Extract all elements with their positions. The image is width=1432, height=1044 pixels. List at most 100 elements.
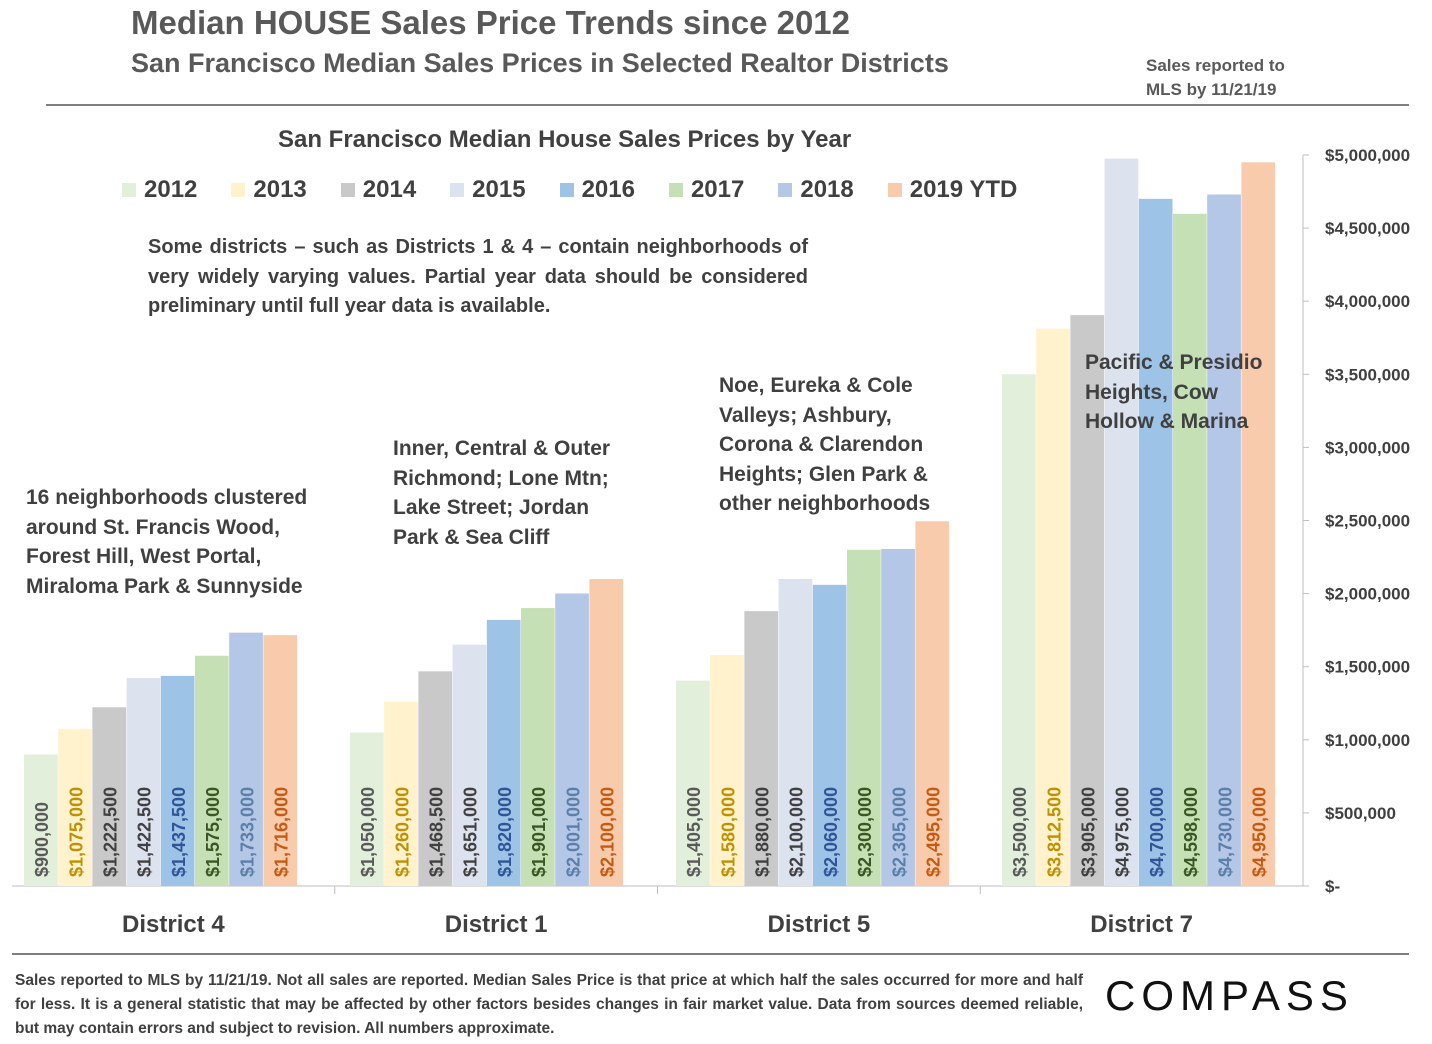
chart-legend: 2012 2013 2014 2015 2016 2017 2018 2019 YTD: [122, 176, 1017, 204]
chart-note: Some districts – such as Districts 1 & 4…: [148, 236, 808, 317]
bar-value-label: $2,300,000: [855, 787, 875, 877]
legend-swatch: [668, 183, 683, 197]
bar-value-label: $1,651,000: [461, 787, 481, 877]
bar-value-label: $4,975,000: [1113, 787, 1133, 877]
bar-value-label: $1,437,500: [169, 787, 189, 877]
bar-value-label: $2,100,000: [787, 787, 807, 877]
bar-value-label: $1,880,000: [753, 787, 773, 877]
footnote: Sales reported to MLS by 11/21/19. Not a…: [15, 972, 1083, 1037]
legend-swatch: [887, 183, 902, 197]
legend-label: 2014: [362, 176, 417, 203]
bar-value-label: $4,598,000: [1181, 787, 1201, 877]
y-tick-label: $1,500,000: [1325, 658, 1410, 677]
legend-item-2018: 2018: [778, 176, 854, 204]
legend-item-2014: 2014: [340, 176, 417, 204]
chart-title: San Francisco Median House Sales Prices …: [278, 126, 852, 153]
report-date-note: Sales reported to MLS by 11/21/19: [1146, 54, 1285, 102]
report-date-line-2: MLS by 11/21/19: [1146, 80, 1277, 99]
legend-item-2012: 2012: [122, 176, 197, 204]
bar-district-1-2019-ytd: [589, 578, 624, 886]
bar-value-label: $4,950,000: [1250, 787, 1270, 877]
y-tick-label: $3,500,000: [1325, 365, 1410, 384]
bar-district-7-2019-ytd: [1241, 162, 1276, 886]
bar-district-1-2016: [486, 619, 521, 886]
bar-district-1-2013: [384, 701, 418, 886]
district-7-annotation: Pacific & Presidio Heights, Cow Hollow &…: [1085, 351, 1263, 433]
legend-swatch: [450, 183, 465, 197]
legend-swatch: [122, 183, 136, 197]
bar-value-label: $2,001,000: [563, 787, 583, 877]
y-tick-label: $-: [1325, 877, 1340, 896]
district-1-annotation: Inner, Central & Outer Richmond; Lone Mt…: [393, 437, 611, 549]
bar-value-label: $4,730,000: [1215, 787, 1235, 877]
bar-value-label: $1,820,000: [495, 787, 515, 877]
bar-district-7-2015: [1104, 158, 1139, 886]
legend-swatch: [778, 183, 793, 197]
legend-label: 2013: [253, 176, 307, 203]
legend-item-2016: 2016: [559, 176, 635, 204]
bar-value-label: $1,050,000: [358, 787, 378, 877]
page-subtitle: San Francisco Median Sales Prices in Sel…: [131, 48, 949, 78]
bar-district-7-2016: [1138, 198, 1173, 887]
legend-swatch: [340, 183, 355, 197]
bar-value-label: $1,733,000: [237, 787, 257, 877]
legend-label: 2015: [472, 176, 526, 203]
bar-district-4-2018: [229, 632, 263, 886]
bar-district-5-2019-ytd: [915, 521, 950, 886]
bar-value-label: $1,716,000: [272, 787, 292, 877]
x-category-label: District 5: [768, 911, 871, 938]
bar-chart: $- $500,000 $1,000,000 $1,500,000 $2,000,000…: [12, 146, 1410, 938]
bar-value-label: $1,468,500: [427, 787, 447, 877]
legend-swatch: [231, 183, 246, 197]
bar-value-label: $1,901,000: [529, 787, 549, 877]
footer-divider: [12, 953, 1409, 955]
y-tick-label: $500,000: [1325, 804, 1396, 823]
legend-item-2019-ytd: 2019 YTD: [887, 176, 1017, 204]
bar-district-5-2017: [847, 549, 881, 886]
x-category-label: District 7: [1090, 911, 1193, 938]
legend-item-2015: 2015: [450, 176, 526, 204]
legend-label: 2018: [800, 176, 854, 203]
legend-item-2013: 2013: [231, 176, 307, 204]
bar-value-label: $3,500,000: [1010, 787, 1030, 877]
bar-value-label: $1,260,000: [392, 787, 412, 877]
bar-district-5-2015: [778, 578, 813, 886]
bar-district-4-2019-ytd: [263, 635, 298, 886]
legend-label: 2012: [144, 176, 198, 203]
bar-value-label: $2,495,000: [924, 787, 944, 877]
y-tick-label: $4,500,000: [1325, 219, 1410, 238]
y-tick-label: $3,000,000: [1325, 438, 1410, 457]
y-tick-label: $2,000,000: [1325, 585, 1410, 604]
bar-value-label: $3,905,000: [1079, 787, 1099, 877]
bar-district-1-2018: [555, 593, 589, 886]
bar-district-7-2013: [1036, 328, 1070, 886]
bar-district-7-2018: [1207, 194, 1241, 886]
bar-district-7-2012: [1002, 374, 1036, 886]
bar-district-4-2017: [195, 655, 229, 886]
bar-value-label: $3,812,500: [1044, 787, 1064, 877]
compass-logo: COMPASS: [1105, 972, 1354, 1019]
bar-value-label: $1,422,500: [135, 787, 155, 877]
bar-value-label: $2,060,000: [821, 787, 841, 877]
bar-value-label: $1,580,000: [718, 787, 738, 877]
bar-district-4-2013: [58, 728, 92, 886]
bar-district-5-2012: [676, 680, 710, 886]
bar-district-4-2015: [126, 678, 161, 886]
bar-district-1-2014: [418, 671, 453, 886]
bar-value-label: $1,575,000: [203, 787, 223, 877]
bar-district-5-2016: [812, 584, 847, 886]
bar-value-label: $1,222,500: [101, 787, 121, 877]
bar-district-7-2017: [1173, 213, 1207, 886]
bar-value-label: $1,075,000: [66, 787, 86, 877]
legend-label: 2016: [581, 176, 635, 203]
bar-value-label: $1,405,000: [684, 787, 704, 877]
bar-value-label: $2,305,000: [889, 787, 909, 877]
y-tick-label: $1,000,000: [1325, 731, 1410, 750]
y-tick-label: $5,000,000: [1325, 146, 1410, 165]
y-tick-label: $4,000,000: [1325, 292, 1410, 311]
y-tick-label: $2,500,000: [1325, 512, 1410, 531]
bar-value-label: $900,000: [32, 802, 52, 877]
bar-district-1-2012: [350, 732, 384, 886]
district-5-annotation: Noe, Eureka & Cole Valleys; Ashbury, Cor…: [719, 374, 931, 515]
bar-district-5-2014: [744, 611, 779, 886]
